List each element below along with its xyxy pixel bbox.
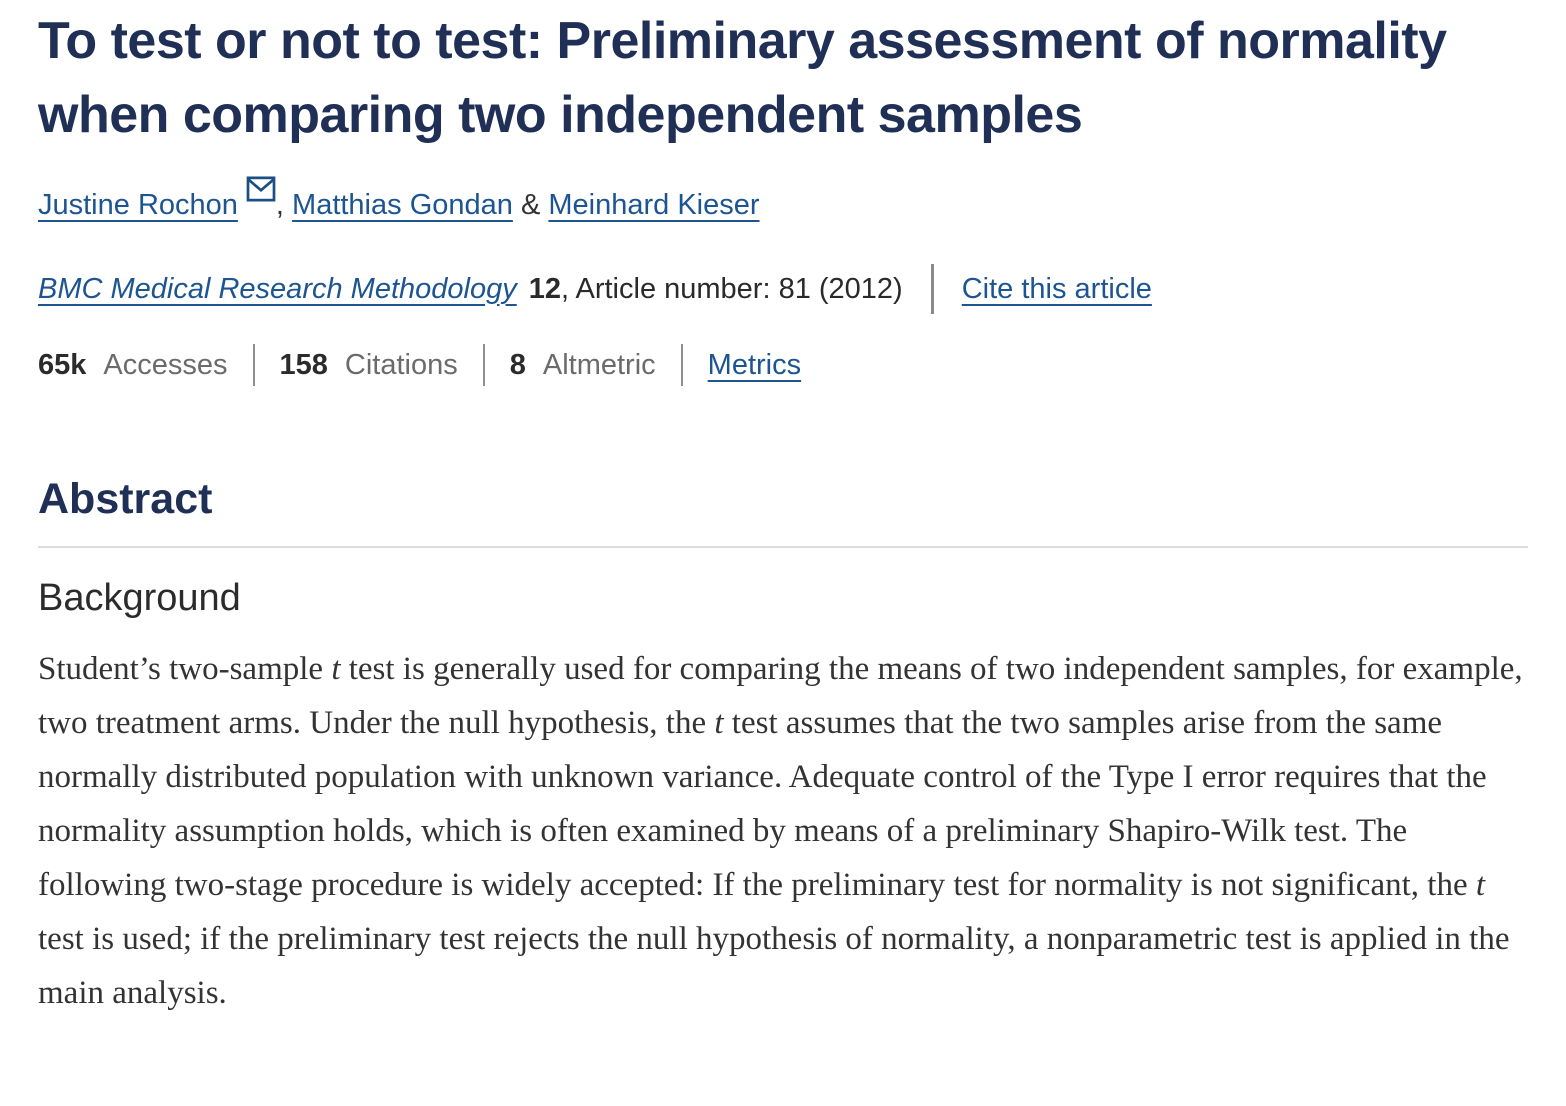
citations-label: Citations [344,348,458,381]
cite-this-article-link[interactable]: Cite this article [961,272,1152,305]
metrics-row: 65k Accesses 158 Citations 8 Altmetric M… [38,344,1528,386]
citations-count: 158 [279,348,328,381]
metrics-link[interactable]: Metrics [707,348,802,381]
email-icon[interactable] [246,176,276,202]
author-separator-amp: & [512,189,549,221]
author-link-justine-rochon[interactable]: Justine Rochon [38,189,238,221]
author-link-matthias-gondan[interactable]: Matthias Gondan [292,189,513,221]
article-title: To test or not to test: Preliminary asse… [38,12,1447,144]
accesses-count: 65k [38,348,87,381]
background-subheading: Background [38,577,241,619]
altmetric-count: 8 [509,348,526,381]
altmetric-label: Altmetric [542,348,656,381]
accesses-label: Accesses [103,348,228,381]
section-divider [38,546,1528,548]
author-link-meinhard-kieser[interactable]: Meinhard Kieser [548,189,760,221]
journal-volume: 12 [528,272,561,305]
article-number: , Article number: 81 (2012) [560,272,903,305]
divider [482,344,485,386]
abstract-background-paragraph: Student’s two-sample t test is generally… [38,651,1523,1011]
journal-link[interactable]: BMC Medical Research Methodology [38,272,517,305]
abstract-heading: Abstract [38,475,213,523]
divider [930,264,934,314]
author-separator: , [275,189,293,221]
journal-row: BMC Medical Research Methodology 12 , Ar… [38,264,1528,314]
divider [680,344,683,386]
divider [252,344,255,386]
author-list: Justine Rochon , Matthias Gondan & Meinh… [38,176,1528,222]
